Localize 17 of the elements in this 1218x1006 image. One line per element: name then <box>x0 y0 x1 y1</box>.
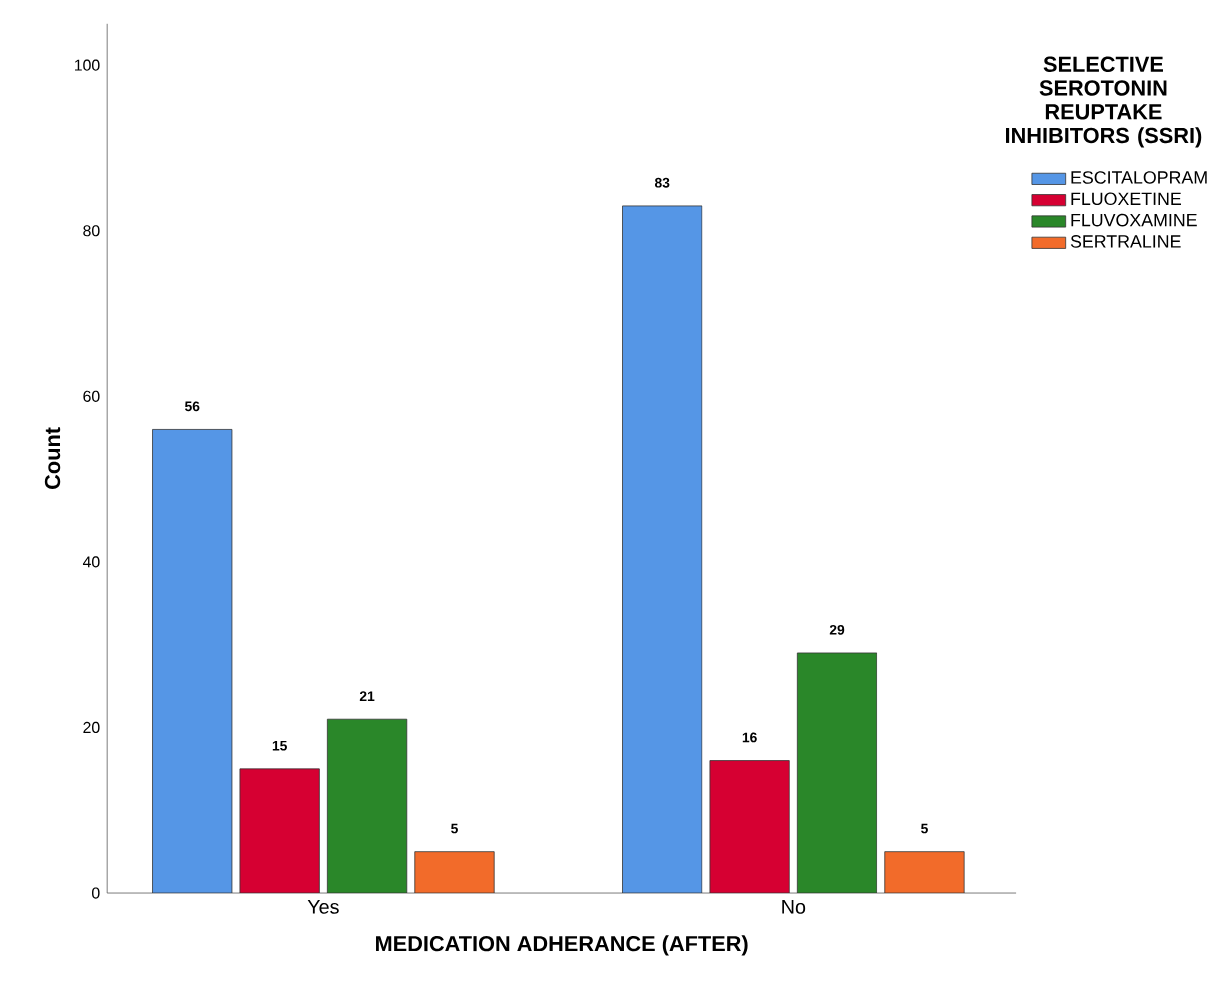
bar <box>239 768 320 893</box>
bar <box>709 760 790 893</box>
y-axis-title: Count <box>44 427 61 489</box>
legend-label: FLUVOXAMINE <box>1071 213 1197 227</box>
bar <box>796 652 878 893</box>
legend-title: SELECTIVE SEROTONIN REUPTAKE INHIBITORS (SSRI) <box>1006 56 1202 148</box>
bar <box>884 851 965 893</box>
legend-label: ESCITALOPRAM <box>1071 171 1207 184</box>
bar <box>622 205 703 893</box>
bar <box>414 851 495 893</box>
legend-label: SERTRALINE <box>1070 235 1181 248</box>
x-tick-label: Yes <box>307 899 339 914</box>
x-axis-title: MEDICATION ADHERANCE (AFTER) <box>376 935 748 956</box>
x-tick-label: No <box>782 899 806 914</box>
bar <box>152 428 233 893</box>
bar <box>326 718 408 893</box>
legend-label: FLUOXETINE <box>1071 192 1181 206</box>
